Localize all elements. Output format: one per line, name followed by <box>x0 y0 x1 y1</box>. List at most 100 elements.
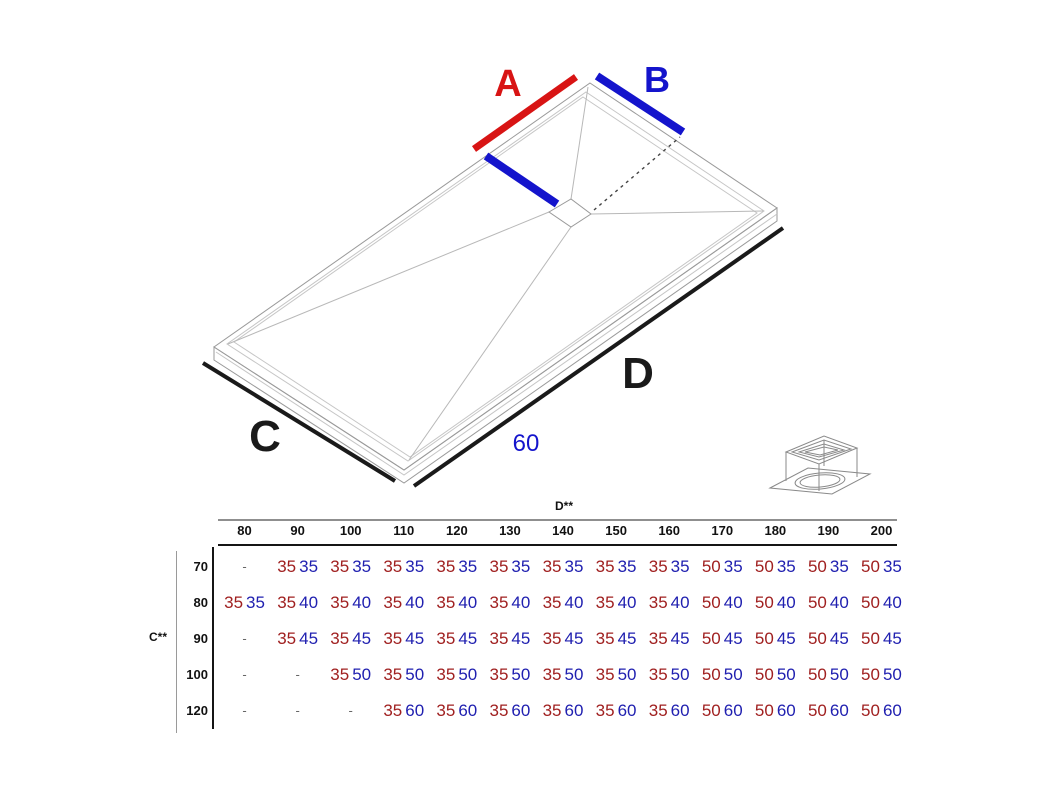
column-header: 170 <box>711 523 734 538</box>
column-header: 130 <box>499 523 521 538</box>
dimension-b2-line <box>483 152 560 208</box>
row-label-rule <box>176 551 177 733</box>
size-cell: 35 45 <box>542 628 584 648</box>
dimension-c-line <box>201 361 397 483</box>
table-row: - 35 45 35 45 35 45 35 45 35 45 35 45 35 45 35 45 50 45 50 4… <box>218 620 908 656</box>
size-cell: 35 45 <box>648 628 690 648</box>
size-cell: 50 45 <box>861 628 902 648</box>
size-cell: 35 35 <box>542 556 584 576</box>
size-cell: 35 40 <box>436 592 478 612</box>
size-cell: 50 60 <box>807 700 849 720</box>
size-cell: 50 35 <box>754 556 796 576</box>
tray-skirt-midline <box>215 213 778 476</box>
size-cell: 35 40 <box>648 592 690 612</box>
size-cell: 35 35 <box>277 556 319 576</box>
tray-rim-inner <box>226 91 765 462</box>
size-cell: 35 50 <box>330 664 372 684</box>
size-cell: 50 45 <box>754 628 796 648</box>
label-d: D <box>622 349 654 398</box>
column-header: 120 <box>446 523 468 538</box>
size-cell: 35 45 <box>436 628 478 648</box>
table-left-rule <box>212 547 214 729</box>
size-cell: 35 60 <box>595 700 637 720</box>
size-cell: 50 35 <box>701 556 743 576</box>
size-cell: 50 60 <box>754 700 796 720</box>
size-cell: 35 45 <box>383 628 425 648</box>
table-row: 35 35 35 40 35 40 35 40 35 40 35 40 35 40 35 40 35 40 50 40… <box>218 584 908 620</box>
dimension-a-line <box>471 74 579 152</box>
size-cell: 50 35 <box>861 556 902 576</box>
size-cell: 35 50 <box>436 664 478 684</box>
size-cell: 35 50 <box>648 664 690 684</box>
table-row: - 35 35 35 35 35 35 35 35 35 35 35 35 35 35 35 35 50 35 50 3… <box>218 548 908 584</box>
size-cell: 35 45 <box>277 628 319 648</box>
size-cell: 35 50 <box>383 664 425 684</box>
slope-line-top <box>570 86 589 200</box>
table-row: - - 35 50 35 50 35 50 35 50 35 50 35 50 35 50 50 50 50 50 50… <box>218 656 908 692</box>
size-cell: 50 50 <box>807 664 849 684</box>
dimension-b-line <box>594 72 686 136</box>
size-cell: 35 35 <box>436 556 478 576</box>
slope-line-bottom <box>408 226 572 461</box>
drain-offset-label: 60 <box>513 430 540 457</box>
size-cell: 35 35 <box>330 556 372 576</box>
c-axis-label: C** <box>149 630 168 644</box>
size-cell: 50 60 <box>861 700 902 720</box>
size-cell: 50 40 <box>754 592 796 612</box>
column-header: 180 <box>764 523 787 538</box>
column-header: 150 <box>605 523 627 538</box>
size-cell: 35 35 <box>489 556 531 576</box>
column-header-row: 80 90 100 110 120 130 140 150 160 170 180 190 200 <box>218 523 908 541</box>
size-cell: 50 60 <box>701 700 743 720</box>
size-cell: 35 50 <box>489 664 531 684</box>
size-cell: 35 40 <box>489 592 531 612</box>
size-cell: - <box>242 702 247 718</box>
size-cell: 50 50 <box>754 664 796 684</box>
size-cell: - <box>242 558 247 574</box>
size-cell: - <box>348 702 353 718</box>
size-cell: 35 45 <box>330 628 372 648</box>
size-cell: - <box>242 666 247 682</box>
size-cell: 35 35 <box>648 556 690 576</box>
size-cell: 50 50 <box>861 664 902 684</box>
dimension-d-line <box>412 226 785 488</box>
size-cell: 50 45 <box>701 628 743 648</box>
row-header: 70 <box>193 558 208 574</box>
size-cell: 50 35 <box>807 556 849 576</box>
table-top-rule <box>218 519 897 521</box>
row-header: 80 <box>193 594 208 610</box>
table-body: - 35 35 35 35 35 35 35 35 35 35 35 35 35 35 35 35 50 35 50 3… <box>218 548 908 728</box>
size-cell: - <box>295 702 300 718</box>
size-cell: 35 40 <box>277 592 319 612</box>
column-header: 90 <box>290 523 305 538</box>
tray-isometric-diagram: A B C D 60 <box>201 59 872 495</box>
drain-square <box>548 198 592 228</box>
drain-dotted-line <box>593 136 681 211</box>
size-cell: 35 40 <box>542 592 584 612</box>
slope-line-right <box>590 210 764 215</box>
size-cell: 35 35 <box>383 556 425 576</box>
size-cell: 35 40 <box>383 592 425 612</box>
label-c: C <box>249 412 281 461</box>
tray-rim-inner2 <box>233 96 758 458</box>
row-header: 90 <box>193 630 208 646</box>
column-header: 80 <box>237 523 252 538</box>
slope-line-left <box>227 211 550 345</box>
size-cell: 35 60 <box>648 700 690 720</box>
size-cell: 35 45 <box>595 628 637 648</box>
size-cell: 35 60 <box>436 700 478 720</box>
tray-skirt <box>213 207 778 484</box>
size-cell: 35 50 <box>542 664 584 684</box>
column-header: 140 <box>552 523 574 538</box>
drain-icon <box>768 435 872 495</box>
label-a: A <box>494 63 521 105</box>
column-header: 200 <box>870 523 893 538</box>
size-cell: 35 60 <box>542 700 584 720</box>
tray-top-outline <box>213 82 778 471</box>
table-row: - - - 35 60 35 60 35 60 35 60 35 60 35 60 50 60 50 60 50 60 5… <box>218 692 908 728</box>
column-header: 160 <box>658 523 681 538</box>
column-header: 190 <box>817 523 840 538</box>
column-header: 100 <box>339 523 362 538</box>
size-cell: 35 60 <box>383 700 425 720</box>
